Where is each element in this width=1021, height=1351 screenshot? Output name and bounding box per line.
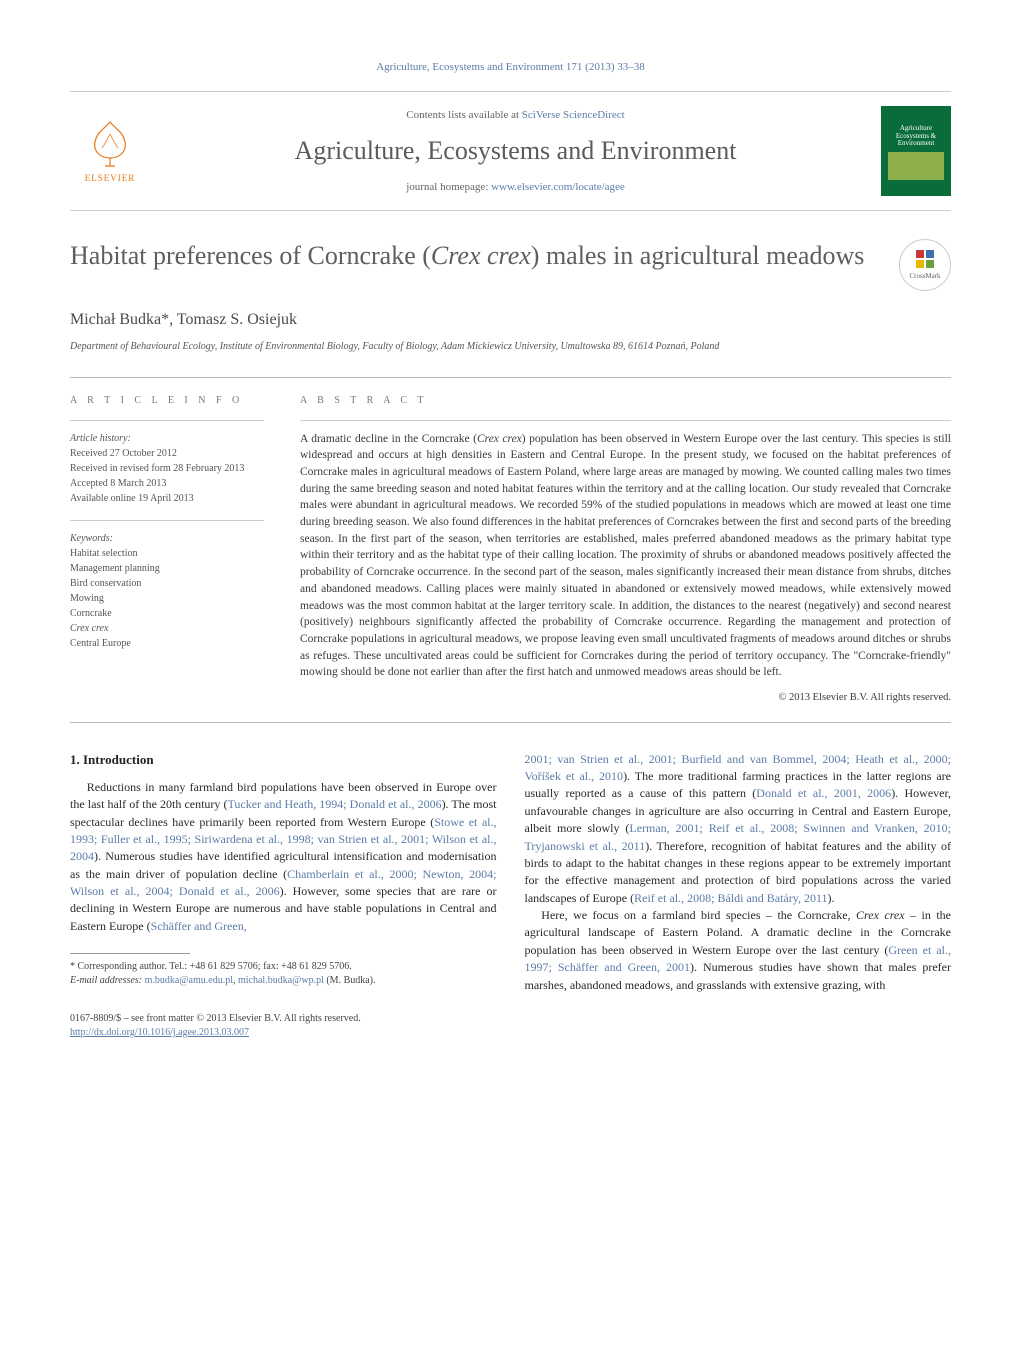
contents-prefix: Contents lists available at [406, 109, 521, 121]
page: Agriculture, Ecosystems and Environment … [0, 0, 1021, 1080]
body-text: Here, we focus on a farmland bird specie… [541, 908, 856, 922]
publisher-name: ELSEVIER [85, 172, 136, 185]
keyword: Mowing [70, 591, 264, 606]
doi-line: http://dx.doi.org/10.1016/j.agee.2013.03… [70, 1026, 361, 1040]
keywords-label: Keywords: [70, 531, 264, 546]
corr-author-line: * Corresponding author. Tel.: +48 61 829… [70, 960, 497, 974]
corresponding-author-footnote: * Corresponding author. Tel.: +48 61 829… [70, 960, 497, 988]
author-email-link[interactable]: m.budka@amu.edu.pl [145, 975, 233, 986]
body-column-right: 2001; van Strien et al., 2001; Burfield … [525, 751, 952, 994]
footer-left: 0167-8809/$ – see front matter © 2013 El… [70, 1012, 361, 1040]
doi-link[interactable]: http://dx.doi.org/10.1016/j.agee.2013.03… [70, 1027, 249, 1038]
email-tail: (M. Budka). [324, 975, 376, 986]
article-title: Habitat preferences of Corncrake (Crex c… [70, 239, 879, 273]
body-two-column: 1. Introduction Reductions in many farml… [70, 751, 951, 994]
citation-link[interactable]: Schäffer and Green, [151, 919, 247, 933]
keyword: Management planning [70, 561, 264, 576]
abstract-text: A dramatic decline in the Corncrake (Cre… [300, 431, 951, 681]
page-footer: 0167-8809/$ – see front matter © 2013 El… [70, 1012, 951, 1040]
history-line: Available online 19 April 2013 [70, 491, 264, 506]
intro-paragraph-2: Here, we focus on a farmland bird specie… [525, 907, 952, 994]
abstract-column: A B S T R A C T A dramatic decline in th… [280, 378, 951, 722]
abstract-divider [300, 420, 951, 421]
sciencedirect-link[interactable]: SciVerse ScienceDirect [522, 109, 625, 121]
masthead-bar: ELSEVIER Contents lists available at Sci… [70, 91, 951, 211]
keyword: Habitat selection [70, 546, 264, 561]
authors: Michał Budka*, Tomasz S. Osiejuk [70, 309, 951, 331]
citation-link[interactable]: Tucker and Heath, 1994; Donald et al., 2… [228, 797, 442, 811]
abstract-pre: A dramatic decline in the Corncrake ( [300, 433, 477, 445]
article-info-label: A R T I C L E I N F O [70, 394, 264, 408]
abstract-species: Crex crex [477, 433, 522, 445]
history-label: Article history: [70, 431, 264, 446]
citation-link[interactable]: Donald et al., 2001, 2006 [756, 786, 891, 800]
title-text-post: ) males in agricultural meadows [531, 241, 865, 270]
title-text-pre: Habitat preferences of Corncrake ( [70, 241, 431, 270]
author-email-link[interactable]: michal.budka@wp.pl [238, 975, 324, 986]
email-line: E-mail addresses: m.budka@amu.edu.pl, mi… [70, 974, 497, 988]
homepage-prefix: journal homepage: [406, 181, 491, 193]
body-species: Crex crex [856, 908, 905, 922]
keyword: Corncrake [70, 606, 264, 621]
keywords-block: Keywords: Habitat selection Management p… [70, 531, 264, 651]
intro-paragraph-1-cont: 2001; van Strien et al., 2001; Burfield … [525, 751, 952, 908]
crossmark-label: CrossMark [909, 272, 940, 282]
body-text: ). [828, 891, 835, 905]
journal-cover-thumbnail: Agriculture Ecosystems & Environment [881, 106, 951, 196]
article-history-block: Article history: Received 27 October 201… [70, 431, 264, 506]
title-row: Habitat preferences of Corncrake (Crex c… [70, 239, 951, 291]
crossmark-badge[interactable]: CrossMark [899, 239, 951, 291]
running-header: Agriculture, Ecosystems and Environment … [70, 60, 951, 75]
abstract-post: ) population has been observed in Wester… [300, 433, 951, 678]
history-line: Received in revised form 28 February 201… [70, 461, 264, 476]
intro-paragraph-1: Reductions in many farmland bird populat… [70, 779, 497, 936]
footnote-separator [70, 953, 190, 954]
info-abstract-block: A R T I C L E I N F O Article history: R… [70, 377, 951, 723]
history-line: Received 27 October 2012 [70, 446, 264, 461]
abstract-label: A B S T R A C T [300, 394, 951, 408]
history-line: Accepted 8 March 2013 [70, 476, 264, 491]
email-label: E-mail addresses: [70, 975, 142, 986]
journal-name: Agriculture, Ecosystems and Environment [150, 133, 881, 169]
keyword: Central Europe [70, 636, 264, 651]
section-heading-intro: 1. Introduction [70, 751, 497, 769]
title-species: Crex crex [431, 241, 531, 270]
article-info-column: A R T I C L E I N F O Article history: R… [70, 378, 280, 722]
cover-title-text: Agriculture Ecosystems & Environment [881, 123, 951, 150]
crossmark-icon [914, 248, 936, 270]
masthead-center: Contents lists available at SciVerse Sci… [150, 108, 881, 195]
homepage-line: journal homepage: www.elsevier.com/locat… [150, 180, 881, 195]
elsevier-tree-icon [85, 118, 135, 168]
info-divider-2 [70, 520, 264, 521]
issn-line: 0167-8809/$ – see front matter © 2013 El… [70, 1012, 361, 1026]
keyword: Bird conservation [70, 576, 264, 591]
cover-image-placeholder [888, 152, 944, 180]
affiliation: Department of Behavioural Ecology, Insti… [70, 340, 951, 353]
contents-available-line: Contents lists available at SciVerse Sci… [150, 108, 881, 123]
info-divider-1 [70, 420, 264, 421]
abstract-copyright: © 2013 Elsevier B.V. All rights reserved… [300, 691, 951, 706]
keyword: Crex crex [70, 621, 264, 636]
body-column-left: 1. Introduction Reductions in many farml… [70, 751, 497, 994]
journal-homepage-link[interactable]: www.elsevier.com/locate/agee [491, 181, 625, 193]
citation-link[interactable]: Reif et al., 2008; Báldi and Batáry, 201… [634, 891, 827, 905]
publisher-logo: ELSEVIER [70, 106, 150, 196]
